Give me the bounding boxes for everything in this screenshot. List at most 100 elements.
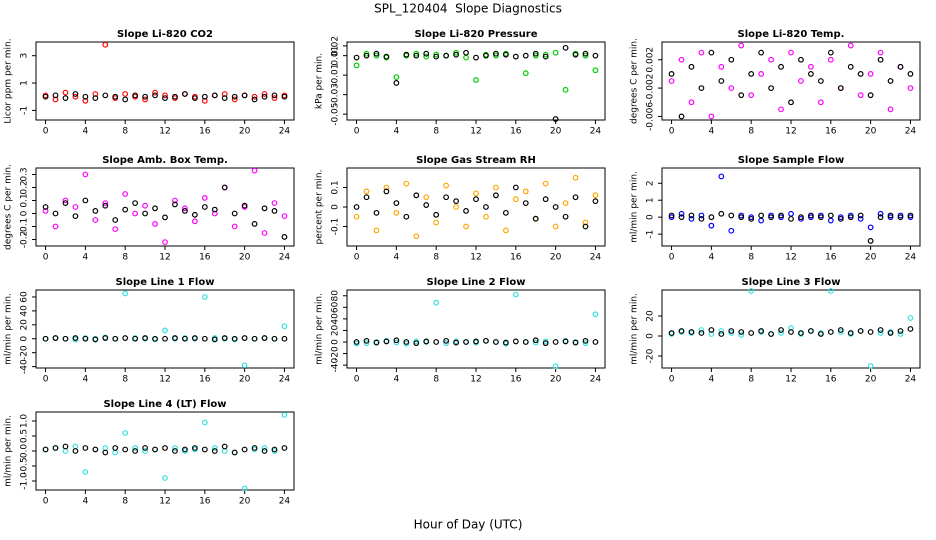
- point: [738, 214, 745, 221]
- point: [837, 85, 844, 91]
- x-tick-label: 4: [709, 127, 715, 137]
- point: [562, 86, 569, 93]
- point: [201, 294, 208, 300]
- point: [837, 215, 844, 222]
- point: [778, 63, 784, 70]
- point: [788, 329, 794, 335]
- point: [738, 329, 745, 335]
- point: [102, 41, 109, 48]
- point: [42, 207, 49, 214]
- point: [808, 212, 814, 219]
- point: [552, 223, 559, 230]
- point: [907, 71, 914, 77]
- point: [142, 93, 148, 100]
- plot-frame: [661, 167, 921, 247]
- x-tick-label: 12: [159, 497, 170, 507]
- point: [502, 339, 509, 346]
- x-tick-label: 0: [43, 497, 49, 507]
- point: [122, 91, 129, 97]
- point: [191, 218, 198, 225]
- point: [847, 63, 854, 70]
- point: [708, 214, 715, 221]
- y-tick-label: 1: [20, 80, 30, 86]
- point: [191, 335, 198, 341]
- point: [698, 49, 705, 56]
- point: [172, 93, 178, 100]
- point: [373, 52, 380, 59]
- plot-frame: [346, 41, 606, 121]
- x-tick-label: 16: [510, 375, 522, 385]
- point: [688, 99, 695, 106]
- point: [552, 363, 559, 370]
- point: [281, 323, 288, 330]
- point: [897, 328, 904, 334]
- point: [473, 196, 479, 203]
- point: [542, 180, 549, 187]
- y-tick-label: -20: [331, 346, 341, 361]
- point: [231, 223, 238, 230]
- point: [142, 202, 148, 209]
- point: [678, 214, 685, 221]
- point: [261, 230, 268, 236]
- point: [907, 315, 914, 321]
- point: [353, 339, 360, 345]
- point: [271, 446, 278, 453]
- point: [211, 336, 218, 343]
- y-axis-label: ml/min per min.: [4, 293, 14, 365]
- x-tick-label: 24: [279, 253, 291, 263]
- x-tick-label: 16: [510, 127, 522, 137]
- point: [532, 50, 539, 57]
- point: [132, 335, 139, 342]
- point: [582, 50, 589, 57]
- point: [182, 335, 188, 342]
- point: [877, 214, 884, 221]
- point: [152, 220, 158, 227]
- point: [393, 337, 400, 344]
- point: [191, 211, 198, 218]
- panel-title: Slope Li-820 Pressure: [414, 29, 537, 40]
- point: [798, 56, 804, 63]
- point: [102, 335, 109, 341]
- point: [748, 330, 755, 336]
- point: [393, 80, 400, 86]
- point: [592, 67, 599, 74]
- point: [82, 171, 89, 178]
- point: [582, 52, 589, 59]
- point: [808, 328, 814, 334]
- y-tick-label: 60: [20, 291, 30, 303]
- point: [522, 339, 529, 345]
- y-tick-label: 20: [646, 310, 656, 322]
- x-tick-label: 16: [825, 127, 837, 137]
- point: [867, 224, 874, 231]
- point: [532, 337, 539, 344]
- point: [748, 215, 755, 222]
- point: [72, 93, 79, 100]
- y-axis-label: ml/min per min.: [630, 293, 640, 365]
- panel-title: Slope Line 4 (LT) Flow: [103, 399, 226, 410]
- point: [423, 50, 430, 57]
- y-tick-label: 0: [646, 333, 656, 339]
- panel-title: Slope Line 3 Flow: [742, 277, 841, 288]
- x-tick-label: 16: [199, 253, 211, 263]
- point: [887, 212, 894, 219]
- point: [52, 210, 59, 217]
- point: [433, 53, 440, 60]
- point: [162, 475, 168, 481]
- point: [281, 335, 288, 342]
- point: [172, 201, 178, 208]
- point: [122, 96, 129, 103]
- point: [443, 52, 450, 59]
- point: [483, 52, 489, 59]
- point: [142, 96, 148, 103]
- y-tick-label: 20: [20, 319, 30, 331]
- point: [877, 49, 884, 56]
- y-tick-label: 0.1: [20, 193, 30, 207]
- y-axis-label: ml/min per min.: [4, 415, 14, 487]
- point: [827, 56, 834, 63]
- point: [162, 335, 168, 342]
- point: [271, 207, 278, 214]
- point: [373, 50, 380, 57]
- point: [403, 180, 410, 187]
- point: [112, 217, 119, 223]
- point: [393, 339, 400, 346]
